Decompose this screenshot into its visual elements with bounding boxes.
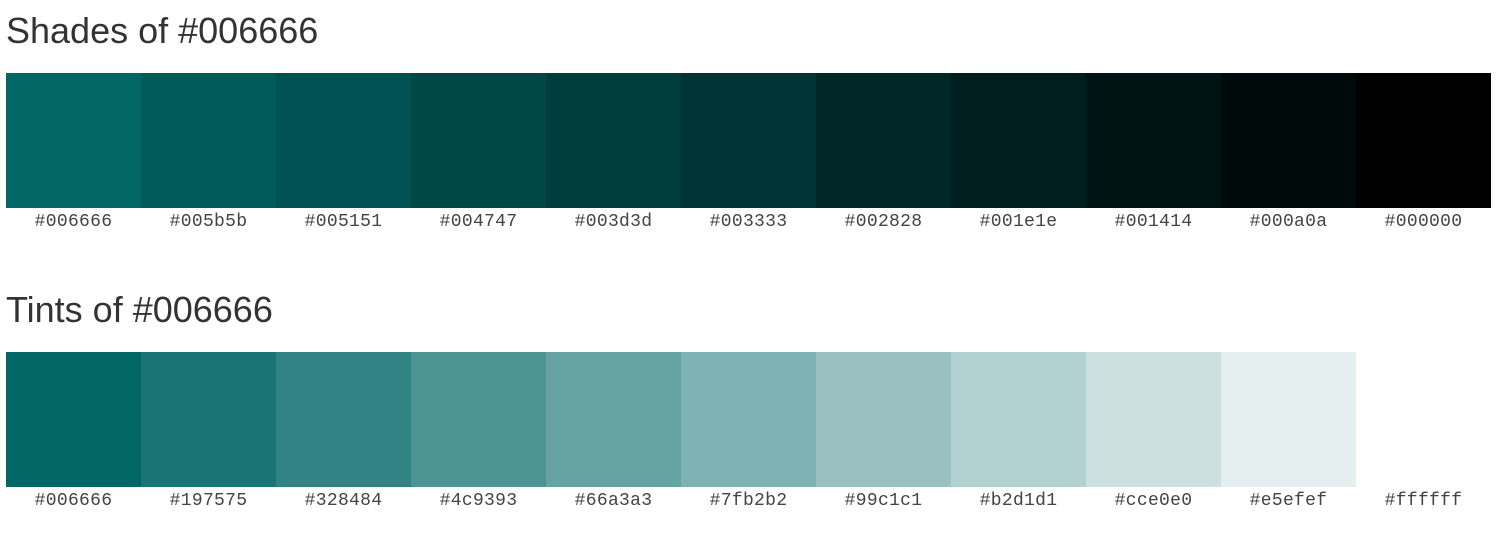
shades-swatch[interactable]: #005b5b <box>141 73 276 233</box>
hex-code-label: #000a0a <box>1249 212 1328 232</box>
tints-swatch[interactable]: #7fb2b2 <box>681 352 816 512</box>
tints-swatch[interactable]: #ffffff <box>1356 352 1491 512</box>
color-chip[interactable] <box>1221 352 1356 487</box>
shades-swatch[interactable]: #004747 <box>411 73 546 233</box>
hex-code-label: #ffffff <box>1384 491 1463 511</box>
color-chip[interactable] <box>276 352 411 487</box>
shades-swatch[interactable]: #003d3d <box>546 73 681 233</box>
color-chip[interactable] <box>546 352 681 487</box>
hex-code-label: #005151 <box>304 212 383 232</box>
color-chip[interactable] <box>6 352 141 487</box>
hex-code-label: #7fb2b2 <box>709 491 788 511</box>
tints-swatch[interactable]: #328484 <box>276 352 411 512</box>
hex-code-label: #004747 <box>439 212 518 232</box>
hex-code-label: #cce0e0 <box>1114 491 1193 511</box>
color-chip[interactable] <box>1086 73 1221 208</box>
hex-code-label: #4c9393 <box>439 491 518 511</box>
color-chip[interactable] <box>141 352 276 487</box>
color-chip[interactable] <box>951 352 1086 487</box>
color-chip[interactable] <box>681 73 816 208</box>
tints-swatch[interactable]: #197575 <box>141 352 276 512</box>
tints-swatch[interactable]: #006666 <box>6 352 141 512</box>
color-chip[interactable] <box>141 73 276 208</box>
color-chip[interactable] <box>1356 73 1491 208</box>
shades-swatch[interactable]: #000000 <box>1356 73 1491 233</box>
hex-code-label: #006666 <box>34 212 113 232</box>
shades-swatch[interactable]: #005151 <box>276 73 411 233</box>
hex-code-label: #003d3d <box>574 212 653 232</box>
hex-code-label: #003333 <box>709 212 788 232</box>
color-chip[interactable] <box>681 352 816 487</box>
color-chip[interactable] <box>816 352 951 487</box>
hex-code-label: #e5efef <box>1249 491 1328 511</box>
shades-swatch[interactable]: #003333 <box>681 73 816 233</box>
hex-code-label: #328484 <box>304 491 383 511</box>
hex-code-label: #002828 <box>844 212 923 232</box>
hex-code-label: #b2d1d1 <box>979 491 1058 511</box>
color-chip[interactable] <box>816 73 951 208</box>
tints-swatch-row: #006666 #197575 #328484 #4c9393 #66a3a3 #7fb2… <box>6 352 1491 512</box>
tints-swatch[interactable]: #e5efef <box>1221 352 1356 512</box>
tints-swatch[interactable]: #66a3a3 <box>546 352 681 512</box>
hex-code-label: #000000 <box>1384 212 1463 232</box>
hex-code-label: #001414 <box>1114 212 1193 232</box>
color-chip[interactable] <box>951 73 1086 208</box>
tints-swatch[interactable]: #cce0e0 <box>1086 352 1221 512</box>
color-chip[interactable] <box>411 73 546 208</box>
hex-code-label: #005b5b <box>169 212 248 232</box>
color-chip[interactable] <box>6 73 141 208</box>
hex-code-label: #197575 <box>169 491 248 511</box>
color-chip[interactable] <box>276 73 411 208</box>
color-chip[interactable] <box>546 73 681 208</box>
shades-swatch[interactable]: #006666 <box>6 73 141 233</box>
hex-code-label: #99c1c1 <box>844 491 923 511</box>
hex-code-label: #001e1e <box>979 212 1058 232</box>
shades-swatch[interactable]: #001414 <box>1086 73 1221 233</box>
color-chip[interactable] <box>1356 352 1491 487</box>
shades-swatch[interactable]: #002828 <box>816 73 951 233</box>
shades-swatch-row: #006666 #005b5b #005151 #004747 #003d3d #0033… <box>6 73 1491 233</box>
shades-heading: Shades of #006666 <box>6 10 319 51</box>
hex-code-label: #006666 <box>34 491 113 511</box>
hex-code-label: #66a3a3 <box>574 491 653 511</box>
tints-swatch[interactable]: #4c9393 <box>411 352 546 512</box>
tints-swatch[interactable]: #b2d1d1 <box>951 352 1086 512</box>
shades-swatch[interactable]: #001e1e <box>951 73 1086 233</box>
tints-swatch[interactable]: #99c1c1 <box>816 352 951 512</box>
tints-heading: Tints of #006666 <box>6 289 273 330</box>
color-chip[interactable] <box>1086 352 1221 487</box>
shades-swatch[interactable]: #000a0a <box>1221 73 1356 233</box>
color-chip[interactable] <box>1221 73 1356 208</box>
color-chip[interactable] <box>411 352 546 487</box>
